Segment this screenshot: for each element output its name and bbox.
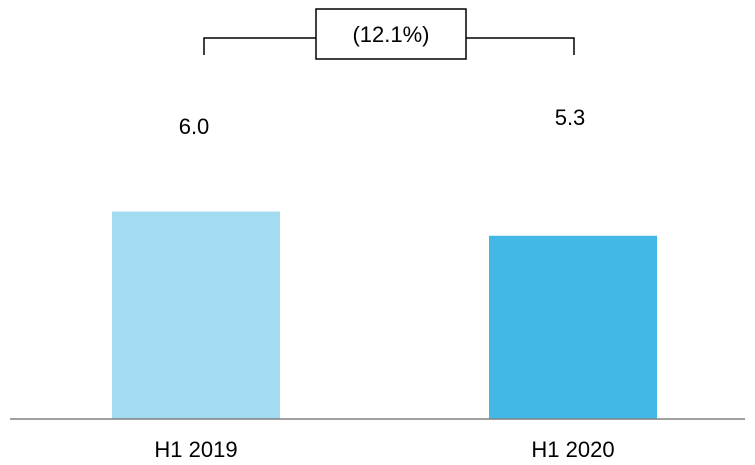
x-tick-labels-group: H1 2019 H1 2020 bbox=[154, 437, 614, 462]
value-labels-group: 6.0 5.3 bbox=[179, 105, 586, 139]
x-tick-label-1: H1 2019 bbox=[154, 437, 237, 462]
bracket-left-line bbox=[203, 37, 316, 55]
x-tick-label-2: H1 2020 bbox=[531, 437, 614, 462]
value-label-1: 6.0 bbox=[179, 114, 210, 139]
change-bracket: (12.1%) bbox=[203, 8, 575, 60]
bracket-right-line bbox=[466, 37, 575, 55]
bar-2 bbox=[489, 235, 657, 419]
bar-1 bbox=[112, 211, 280, 419]
value-label-2: 5.3 bbox=[555, 105, 586, 130]
change-label-box bbox=[315, 8, 467, 60]
bars-group bbox=[112, 211, 657, 419]
change-label: (12.1%) bbox=[352, 22, 429, 47]
